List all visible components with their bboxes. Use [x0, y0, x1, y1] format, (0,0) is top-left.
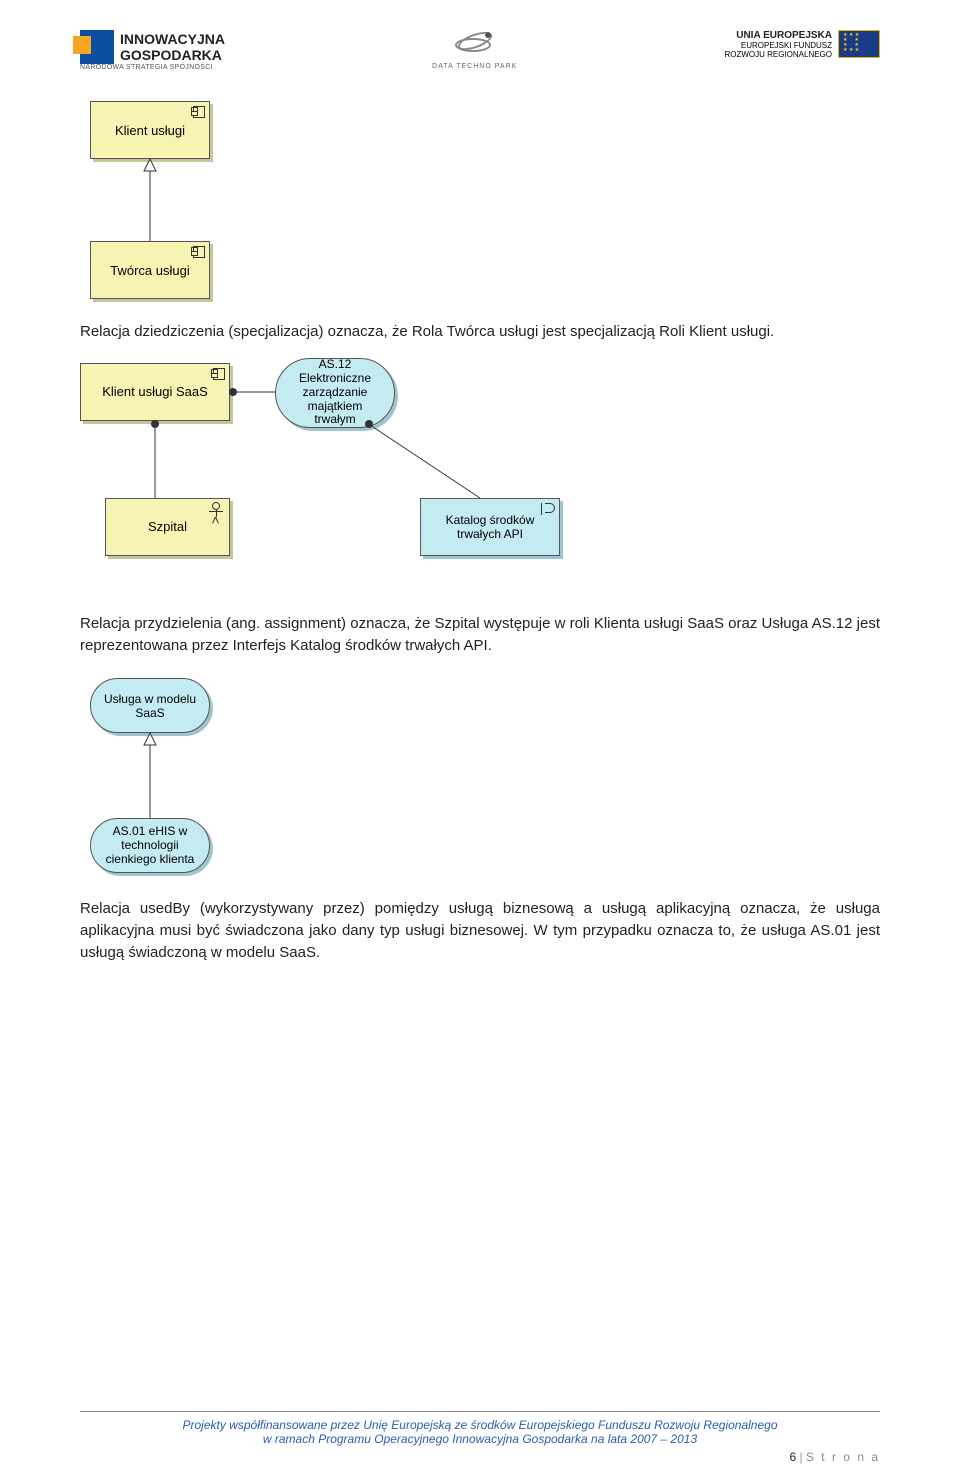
header-right-line1: UNIA EUROPEJSKA [724, 30, 832, 41]
header: INNOWACYJNA GOSPODARKA NARODOWA STRATEGI… [80, 30, 880, 71]
interface-icon [545, 503, 555, 513]
diagram-1: Klient usługi Twórca usługi [80, 101, 880, 321]
diagram-3: Usługa w modelu SaaS AS.01 eHIS w techno… [80, 678, 880, 898]
actor-icon [207, 502, 225, 526]
bubble-as12: AS.12 Elektroniczne zarządzanie majątkie… [275, 358, 395, 428]
paragraph-1: Relacja dziedziczenia (specjalizacja) oz… [80, 321, 880, 343]
header-center-text: DATA TECHNO PARK [432, 63, 517, 70]
bubble-saas-label: Usługa w modelu SaaS [104, 692, 196, 720]
bubble-ehis: AS.01 eHIS w technologii cienkiego klien… [90, 818, 210, 873]
component-icon [191, 106, 205, 116]
page-num: 6 [789, 1450, 796, 1464]
bubble-saas-model: Usługa w modelu SaaS [90, 678, 210, 733]
header-left-line2: GOSPODARKA [120, 47, 225, 63]
logo-eu: UNIA EUROPEJSKA EUROPEJSKI FUNDUSZ ROZWO… [724, 30, 880, 59]
box-szpital-label: Szpital [148, 519, 187, 534]
bubble-as12-label: AS.12 Elektroniczne zarządzanie majątkie… [286, 358, 384, 427]
box-klient-saas-label: Klient usługi SaaS [102, 384, 208, 399]
paragraph-3: Relacja usedBy (wykorzystywany przez) po… [80, 898, 880, 963]
header-right-line2: EUROPEJSKI FUNDUSZ [724, 41, 832, 50]
box-szpital: Szpital [105, 498, 230, 556]
header-left-sub: NARODOWA STRATEGIA SPÓJNOŚCI [80, 64, 213, 71]
box-klient-saas: Klient usługi SaaS [80, 363, 230, 421]
box-klient-uslugi: Klient usługi [90, 101, 210, 159]
box-api-label: Katalog środków trwałych API [446, 513, 535, 541]
page-label: S t r o n a [806, 1450, 880, 1464]
page-number: 6 | S t r o n a [789, 1450, 880, 1464]
eu-flag-icon [838, 30, 880, 58]
box-tworca-label: Twórca usługi [110, 263, 189, 278]
logo-innowacyjna: INNOWACYJNA GOSPODARKA NARODOWA STRATEGI… [80, 30, 225, 71]
header-right-line3: ROZWOJU REGIONALNEGO [724, 50, 832, 59]
box-klient-label: Klient usługi [115, 123, 185, 138]
footer-line1: Projekty współfinansowane przez Unię Eur… [80, 1418, 880, 1432]
footer: Projekty współfinansowane przez Unię Eur… [80, 1411, 880, 1446]
box-tworca-uslugi: Twórca usługi [90, 241, 210, 299]
header-left-line1: INNOWACYJNA [120, 31, 225, 47]
diagram-2: Klient usługi SaaS AS.12 Elektroniczne z… [80, 363, 880, 613]
footer-line2: w ramach Programu Operacyjnego Innowacyj… [80, 1432, 880, 1446]
paragraph-2: Relacja przydzielenia (ang. assignment) … [80, 613, 880, 657]
logo-data-techno-park: DATA TECHNO PARK [432, 30, 517, 70]
box-api: Katalog środków trwałych API [420, 498, 560, 556]
component-icon [211, 368, 225, 378]
component-icon [191, 246, 205, 256]
bubble-ehis-label: AS.01 eHIS w technologii cienkiego klien… [106, 825, 195, 866]
